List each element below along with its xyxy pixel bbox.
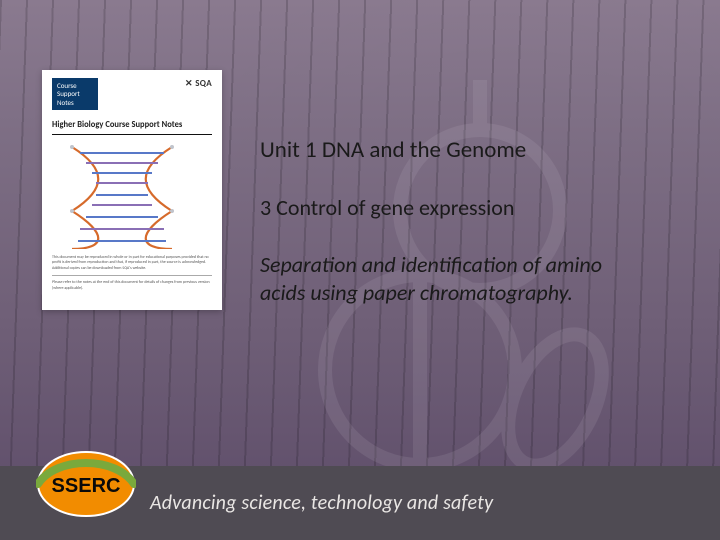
cover-title: Higher Biology Course Support Notes [52,120,212,130]
cover-fineprint-rule [52,275,212,276]
cover-fineprint: This document may be reproduced in whole… [52,255,212,291]
cover-rule [52,134,212,135]
slide-text: Unit 1 DNA and the Genome 3 Control of g… [260,136,640,306]
cover-badge: Course Support Notes [52,78,98,110]
cover-header: Course Support Notes ✕ SQA [52,78,212,110]
cover-fineprint-para: This document may be reproduced in whole… [52,255,212,271]
cover-fineprint-para: Please refer to the notes at the end of … [52,280,212,291]
cover-badge-line: Notes [57,99,93,107]
footer-tagline: Advancing science, technology and safety [150,491,493,515]
document-cover-thumbnail: Course Support Notes ✕ SQA Higher Biolog… [42,70,222,310]
cover-dna-illustration [52,139,212,249]
logo-text: SSERC [52,475,121,497]
slide-subheading: 3 Control of gene expression [260,194,640,221]
cover-sqa-logo: ✕ SQA [185,78,212,89]
sserc-logo: SSERC [36,444,136,518]
slide-description: Separation and identification of amino a… [260,251,640,306]
slide-heading: Unit 1 DNA and the Genome [260,136,640,164]
